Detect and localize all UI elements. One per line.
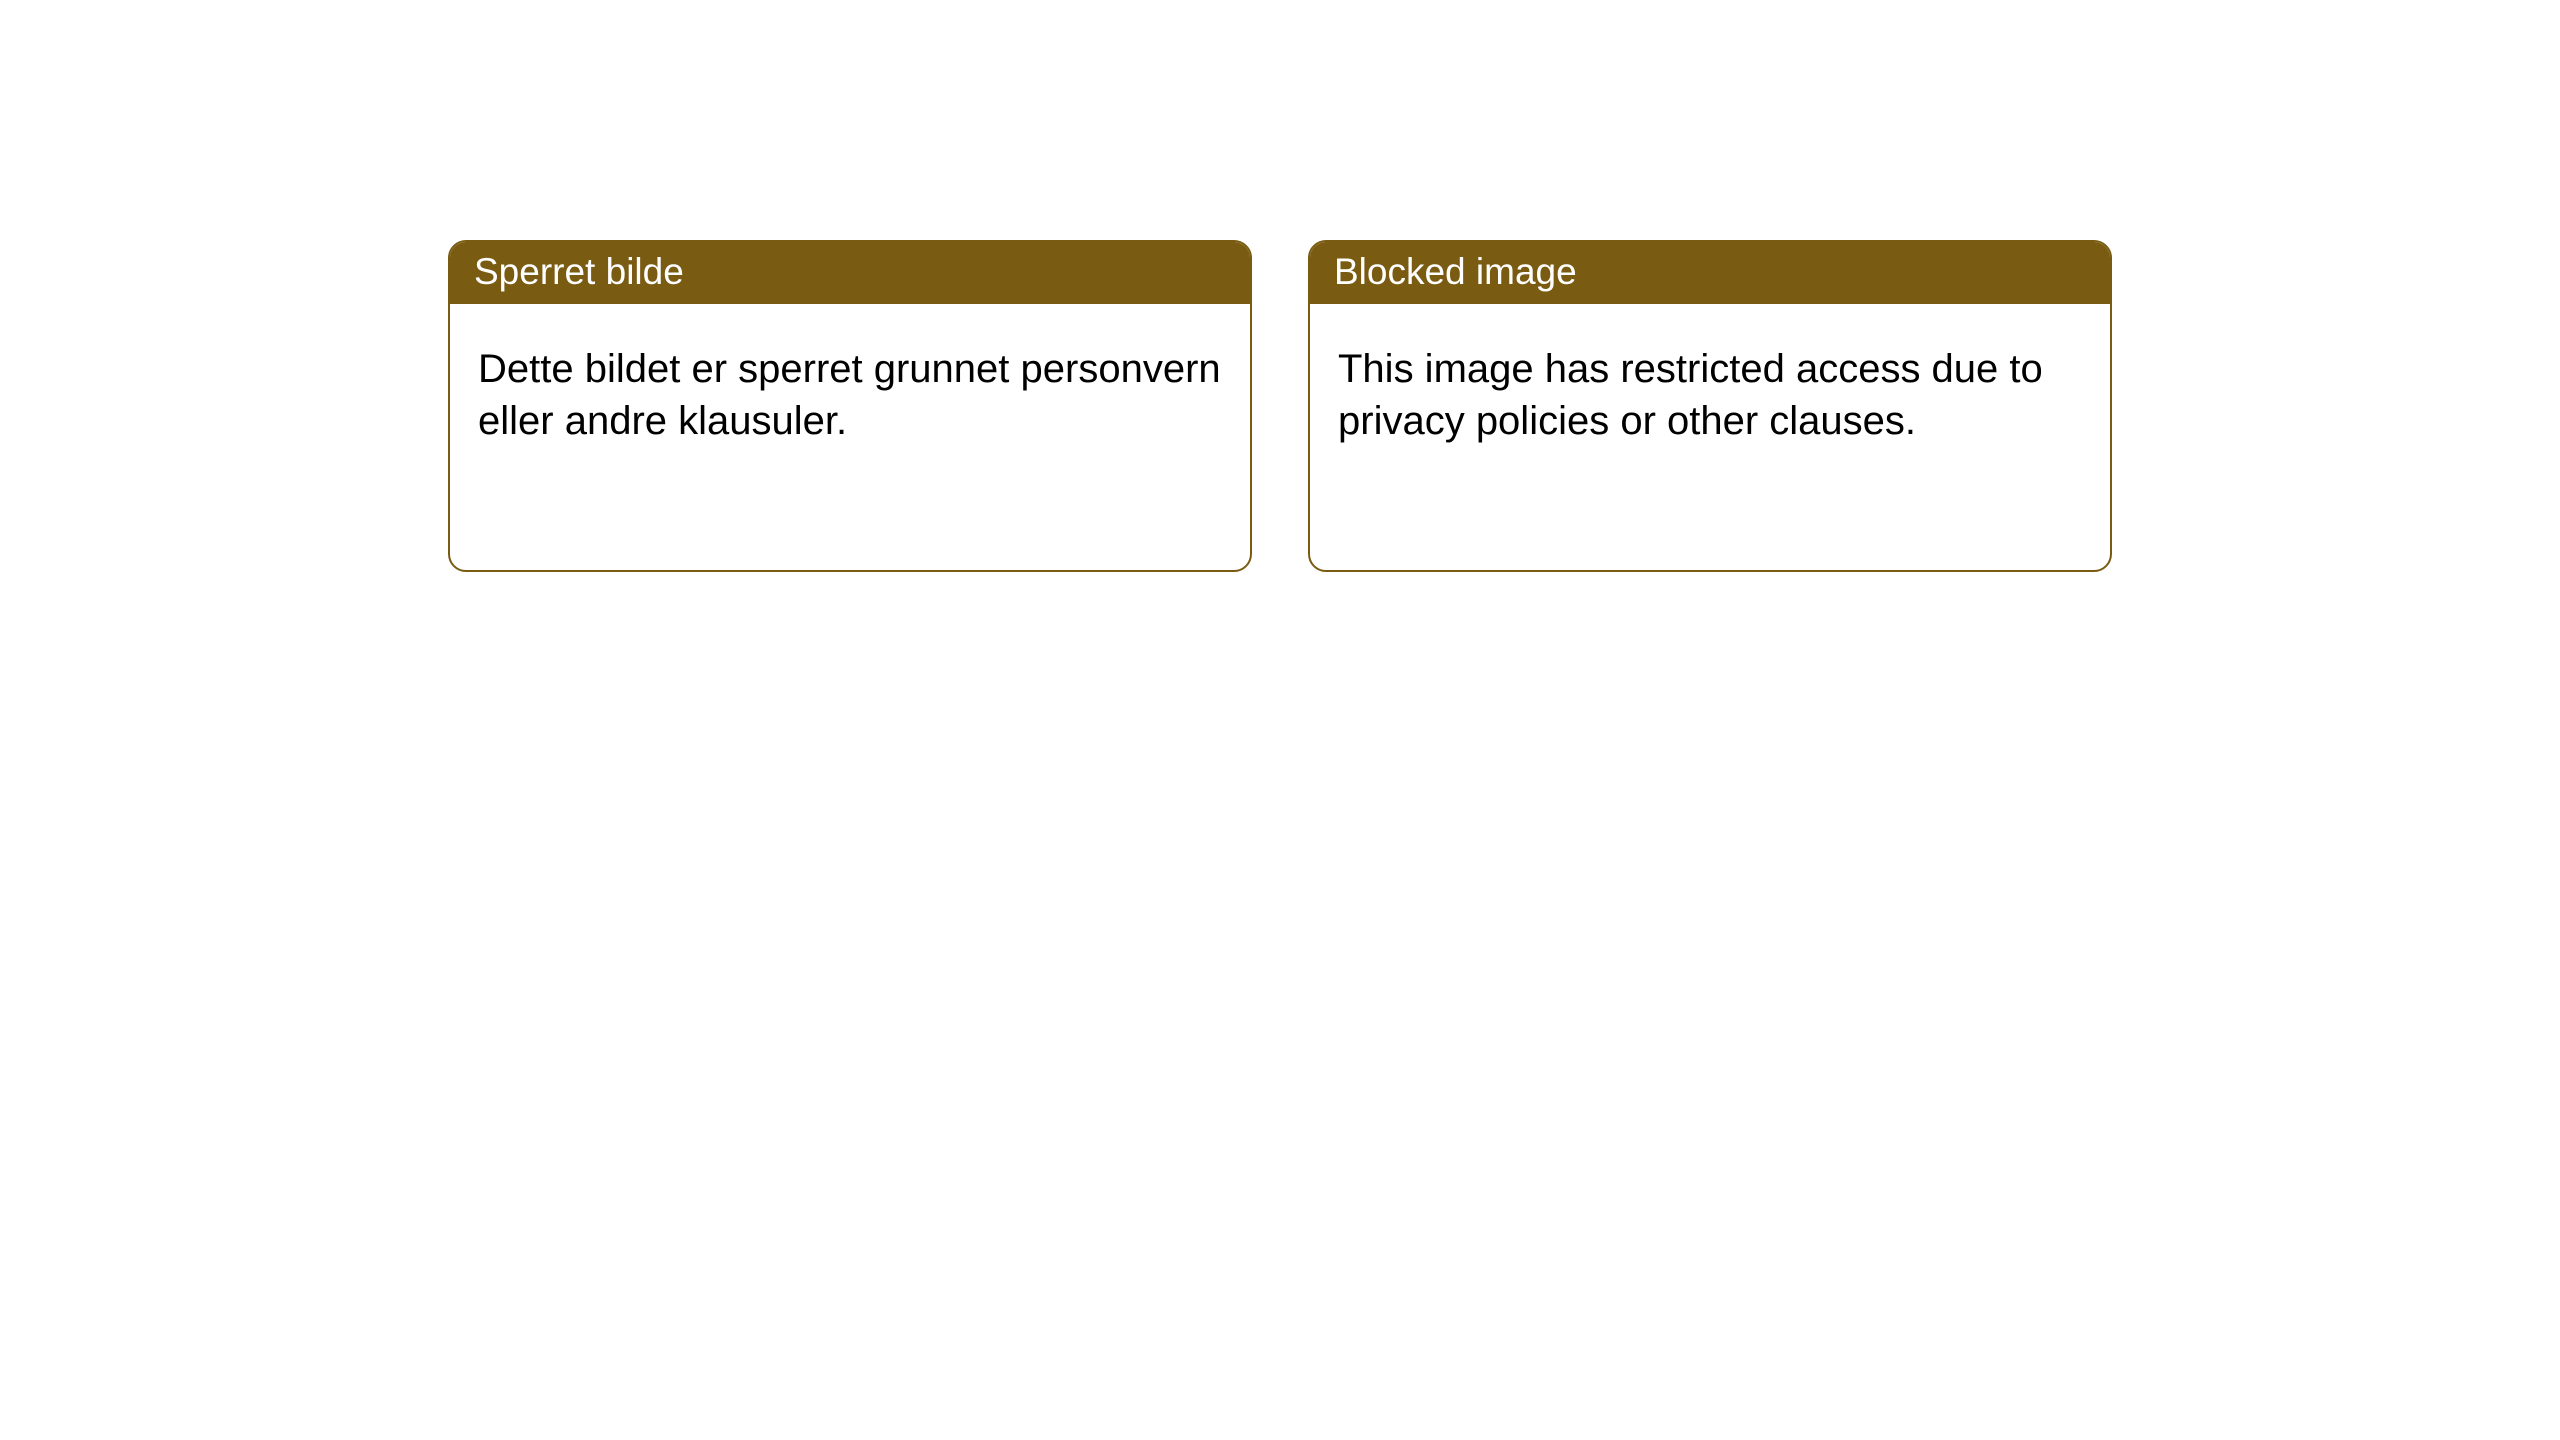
notice-body-norwegian: Dette bildet er sperret grunnet personve…: [450, 304, 1250, 474]
notice-title-norwegian: Sperret bilde: [450, 242, 1250, 304]
notice-title-english: Blocked image: [1310, 242, 2110, 304]
notice-card-english: Blocked image This image has restricted …: [1308, 240, 2112, 572]
notice-body-english: This image has restricted access due to …: [1310, 304, 2110, 474]
notice-container: Sperret bilde Dette bildet er sperret gr…: [0, 0, 2560, 572]
notice-card-norwegian: Sperret bilde Dette bildet er sperret gr…: [448, 240, 1252, 572]
